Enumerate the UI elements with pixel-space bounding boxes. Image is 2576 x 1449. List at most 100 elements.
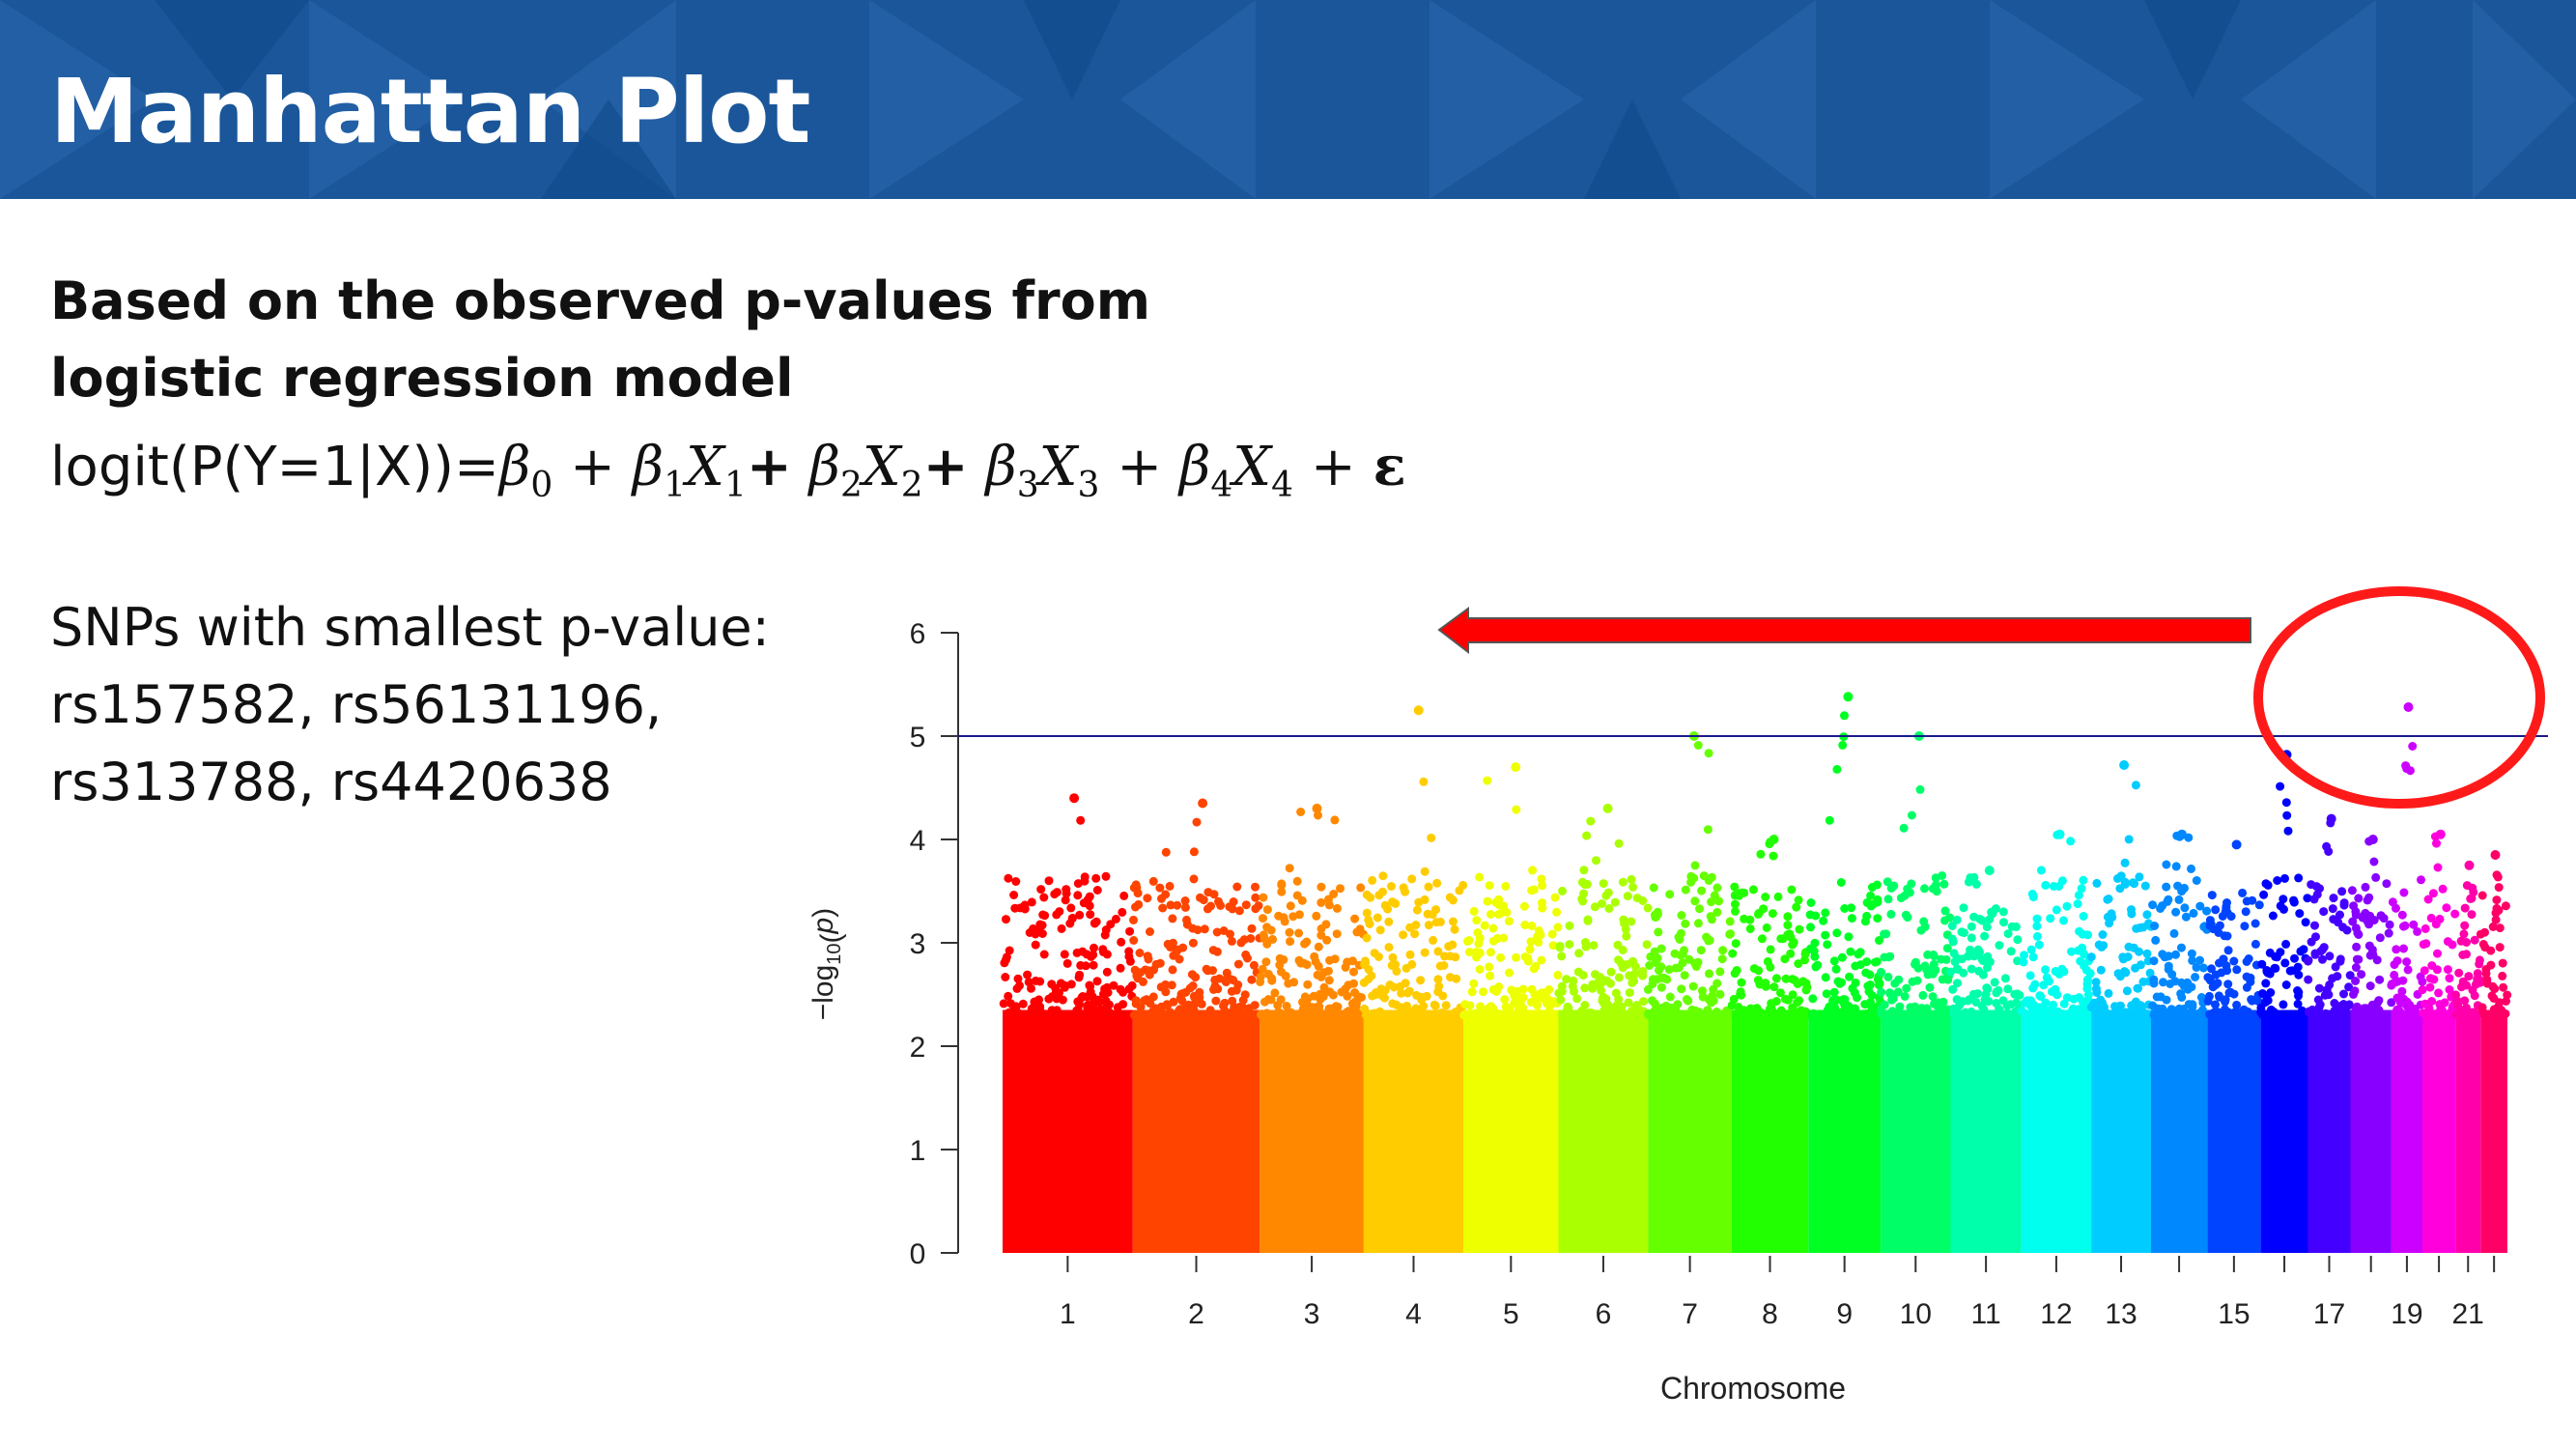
- snp-point: [2049, 882, 2058, 891]
- snp-point: [1292, 876, 1302, 886]
- snp-point: [1011, 877, 1021, 886]
- snp-point: [1092, 977, 1102, 986]
- snp-point: [1780, 954, 1790, 964]
- snp-point: [1877, 987, 1886, 997]
- snp-point: [1942, 944, 1952, 953]
- snp-point: [1730, 882, 1740, 892]
- snp-point: [1500, 995, 1510, 1005]
- x-tick-label: 17: [2313, 1298, 2345, 1330]
- snp-point: [1011, 1002, 1021, 1011]
- snp-point: [1168, 965, 1177, 975]
- snp-point: [1693, 919, 1703, 928]
- snp-point: [1256, 978, 1265, 986]
- snp-point: [2069, 994, 2079, 1004]
- snp-point: [1416, 976, 1426, 985]
- snp-point: [2382, 879, 2392, 889]
- snp-point: [1882, 877, 1892, 887]
- snp-point: [1356, 883, 1366, 893]
- snp-point: [2468, 985, 2477, 995]
- snp-point: [1081, 961, 1090, 971]
- snp-point: [1579, 866, 1589, 875]
- snp-point: [2187, 949, 2196, 958]
- snp-point: [1565, 940, 1574, 950]
- snp-point: [2353, 928, 2363, 938]
- snp-point: [1004, 873, 1013, 883]
- snp-point: [2426, 913, 2436, 923]
- snp-point: [1349, 967, 1358, 977]
- snp-point: [2402, 1010, 2412, 1019]
- snp-point: [1753, 1005, 1762, 1014]
- snp-point: [1458, 880, 1468, 890]
- snp-point: [1324, 976, 1334, 985]
- snp-point: [2335, 910, 2344, 920]
- snp-point: [1771, 974, 1781, 983]
- x-tick-label: 2: [1188, 1298, 1204, 1330]
- snp-point: [2149, 1010, 2159, 1020]
- snp-point: [2074, 891, 2083, 900]
- snp-point: [1875, 936, 1883, 945]
- snp-point: [2493, 872, 2503, 882]
- snp-point: [1091, 873, 1101, 883]
- x-tick-label: 7: [1682, 1298, 1698, 1330]
- snp-point: [2059, 999, 2069, 1009]
- snp-point: [2232, 965, 2242, 975]
- snp-point: [1411, 921, 1421, 929]
- snp-point: [1761, 893, 1770, 901]
- snp-point: [1341, 962, 1350, 972]
- snp-point: [2196, 993, 2206, 1002]
- snp-point: [2462, 938, 2472, 947]
- snp-point: [2310, 921, 2319, 930]
- snp-point: [1998, 907, 2008, 917]
- snp-point: [2454, 968, 2464, 978]
- snp-point: [2159, 978, 2167, 987]
- snp-point: [1793, 998, 1802, 1008]
- snp-point: [1520, 1010, 1530, 1020]
- snp-point: [2226, 912, 2236, 922]
- snp-point: [2445, 974, 2454, 983]
- snp-point: [1163, 1010, 1173, 1020]
- snp-point: [1995, 941, 2004, 951]
- snp-point: [1430, 1000, 1439, 1009]
- snp-point: [1035, 920, 1045, 929]
- snp-point: [1999, 918, 2008, 927]
- snp-point: [1407, 874, 1417, 884]
- snp-point: [1193, 925, 1203, 935]
- snp-point: [2181, 912, 2191, 922]
- snp-point: [2470, 935, 2479, 945]
- snp-point: [2338, 923, 2348, 932]
- snp-point: [2149, 979, 2159, 988]
- snp-point: [2088, 1001, 2098, 1010]
- snp-point: [1300, 992, 1310, 1002]
- snp-point: [2169, 928, 2179, 938]
- snp-point: [1557, 952, 1567, 961]
- snp-point: [2171, 907, 2181, 917]
- snp-point: [2244, 954, 2253, 963]
- snp-point: [2120, 877, 2130, 887]
- snp-point: [1865, 980, 1875, 989]
- snp-point: [2351, 963, 2361, 972]
- snp-point: [1302, 937, 1312, 947]
- formula-lhs: logit(P(Y=1|X))=: [50, 436, 499, 498]
- snp-point: [1061, 895, 1070, 905]
- snp-point: [1270, 988, 1280, 998]
- snp-point: [2476, 929, 2485, 939]
- snp-point: [1873, 975, 1882, 984]
- snp-point: [2339, 898, 2349, 908]
- snp-point: [1514, 1003, 1523, 1012]
- chromosome-2-top-snp: [1198, 798, 1208, 809]
- snp-point: [1788, 940, 1798, 950]
- snp-point: [2294, 873, 2304, 883]
- snp-point: [1573, 967, 1583, 977]
- snp-point: [2160, 1007, 2169, 1016]
- snp-point: [2262, 966, 2272, 975]
- snp-point: [1512, 952, 1521, 962]
- snp-point: [2074, 946, 2083, 955]
- snp-point: [1572, 994, 1582, 1004]
- formula-plus: +: [746, 435, 792, 498]
- snp-point: [1529, 885, 1539, 895]
- snp-point: [1237, 1002, 1247, 1011]
- snp-point: [2276, 948, 2285, 957]
- snp-point: [1620, 1009, 1629, 1019]
- snp-point: [1632, 894, 1642, 903]
